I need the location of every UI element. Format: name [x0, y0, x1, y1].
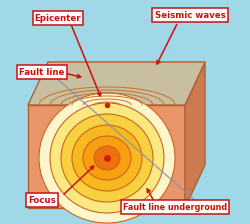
Polygon shape [185, 62, 205, 208]
Polygon shape [28, 62, 205, 105]
Ellipse shape [83, 136, 131, 180]
Text: Fault line underground: Fault line underground [123, 202, 227, 211]
Ellipse shape [72, 125, 142, 191]
Ellipse shape [39, 93, 175, 223]
Ellipse shape [61, 114, 153, 202]
Text: Seismic waves: Seismic waves [154, 11, 226, 19]
Text: Fault line: Fault line [19, 67, 65, 77]
Ellipse shape [50, 103, 164, 213]
Ellipse shape [94, 146, 120, 170]
Polygon shape [28, 105, 185, 208]
Text: Focus: Focus [28, 196, 56, 205]
Text: Epicenter: Epicenter [35, 13, 81, 22]
